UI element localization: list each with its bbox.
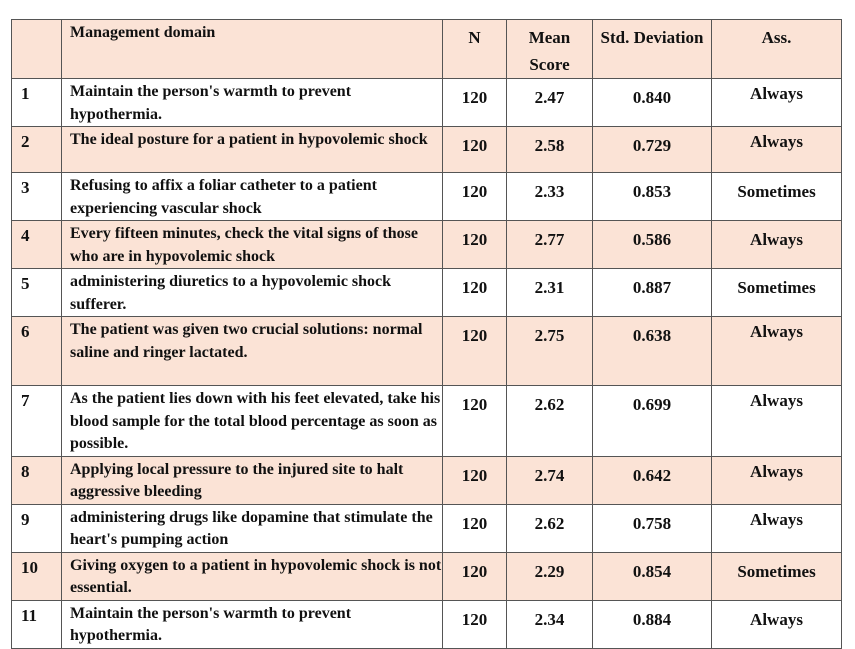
row-n: 120 [442, 172, 507, 221]
row-std: 0.642 [592, 455, 712, 505]
table-row: 5 administering diuretics to a hypovolem… [11, 268, 842, 317]
row-n: 120 [442, 78, 507, 127]
row-index: 11 [11, 599, 62, 649]
row-n: 120 [442, 551, 507, 601]
row-ass: Always [711, 385, 842, 457]
row-mean: 2.31 [506, 268, 593, 317]
row-mean: 2.47 [506, 78, 593, 127]
row-index: 5 [11, 268, 62, 317]
row-mean: 2.77 [506, 220, 593, 269]
header-ass: Ass. [711, 19, 842, 79]
header-n: N [442, 19, 507, 79]
row-mean: 2.58 [506, 126, 593, 173]
row-index: 4 [11, 220, 62, 269]
row-ass: Sometimes [711, 268, 842, 317]
row-ass: Always [711, 503, 842, 553]
row-ass: Sometimes [711, 172, 842, 221]
row-index: 9 [11, 503, 62, 553]
row-domain: Applying local pressure to the injured s… [61, 455, 443, 505]
row-std: 0.729 [592, 126, 712, 173]
row-std: 0.884 [592, 599, 712, 649]
row-n: 120 [442, 385, 507, 457]
row-index: 2 [11, 126, 62, 173]
row-mean: 2.33 [506, 172, 593, 221]
row-std: 0.854 [592, 551, 712, 601]
row-n: 120 [442, 455, 507, 505]
table-row: 8 Applying local pressure to the injured… [11, 455, 842, 505]
table-row: 10 Giving oxygen to a patient in hypovol… [11, 551, 842, 601]
row-domain: Maintain the person's warmth to prevent … [61, 78, 443, 127]
row-n: 120 [442, 316, 507, 386]
row-index: 7 [11, 385, 62, 457]
row-domain: administering drugs like dopamine that s… [61, 503, 443, 553]
header-std-deviation: Std. Deviation [592, 19, 712, 79]
row-mean: 2.62 [506, 503, 593, 553]
row-std: 0.699 [592, 385, 712, 457]
table-row: 1 Maintain the person's warmth to preven… [11, 78, 842, 127]
row-n: 120 [442, 503, 507, 553]
row-ass: Always [711, 599, 842, 649]
row-domain: administering diuretics to a hypovolemic… [61, 268, 443, 317]
row-ass: Always [711, 220, 842, 269]
table-row: 2 The ideal posture for a patient in hyp… [11, 126, 842, 173]
table-row: 3 Refusing to affix a foliar catheter to… [11, 172, 842, 221]
row-ass: Always [711, 126, 842, 173]
row-domain: Refusing to affix a foliar catheter to a… [61, 172, 443, 221]
row-n: 120 [442, 599, 507, 649]
row-std: 0.758 [592, 503, 712, 553]
row-domain: Giving oxygen to a patient in hypovolemi… [61, 551, 443, 601]
header-row: Management domain N Mean Score Std. Devi… [11, 19, 842, 79]
row-ass: Always [711, 455, 842, 505]
header-index [11, 19, 62, 79]
table-row: 4 Every fifteen minutes, check the vital… [11, 220, 842, 269]
table-row: 6 The patient was given two crucial solu… [11, 316, 842, 386]
table-row: 9 administering drugs like dopamine that… [11, 503, 842, 553]
row-mean: 2.62 [506, 385, 593, 457]
row-domain: The ideal posture for a patient in hypov… [61, 126, 443, 173]
row-n: 120 [442, 268, 507, 317]
row-index: 3 [11, 172, 62, 221]
row-ass: Always [711, 78, 842, 127]
row-mean: 2.74 [506, 455, 593, 505]
row-index: 1 [11, 78, 62, 127]
row-mean: 2.34 [506, 599, 593, 649]
management-domain-table: Management domain N Mean Score Std. Devi… [11, 19, 842, 649]
table-row: 11 Maintain the person's warmth to preve… [11, 599, 842, 649]
row-index: 6 [11, 316, 62, 386]
row-n: 120 [442, 126, 507, 173]
header-domain: Management domain [61, 19, 443, 79]
table-row: 7 As the patient lies down with his feet… [11, 385, 842, 457]
row-std: 0.586 [592, 220, 712, 269]
header-mean-score: Mean Score [506, 19, 593, 79]
row-std: 0.853 [592, 172, 712, 221]
row-std: 0.887 [592, 268, 712, 317]
row-index: 10 [11, 551, 62, 601]
row-domain: Every fifteen minutes, check the vital s… [61, 220, 443, 269]
row-domain: Maintain the person's warmth to prevent … [61, 599, 443, 649]
row-mean: 2.75 [506, 316, 593, 386]
row-n: 120 [442, 220, 507, 269]
row-std: 0.840 [592, 78, 712, 127]
row-domain: The patient was given two crucial soluti… [61, 316, 443, 386]
row-mean: 2.29 [506, 551, 593, 601]
row-std: 0.638 [592, 316, 712, 386]
row-domain: As the patient lies down with his feet e… [61, 385, 443, 457]
row-ass: Sometimes [711, 551, 842, 601]
row-index: 8 [11, 455, 62, 505]
row-ass: Always [711, 316, 842, 386]
